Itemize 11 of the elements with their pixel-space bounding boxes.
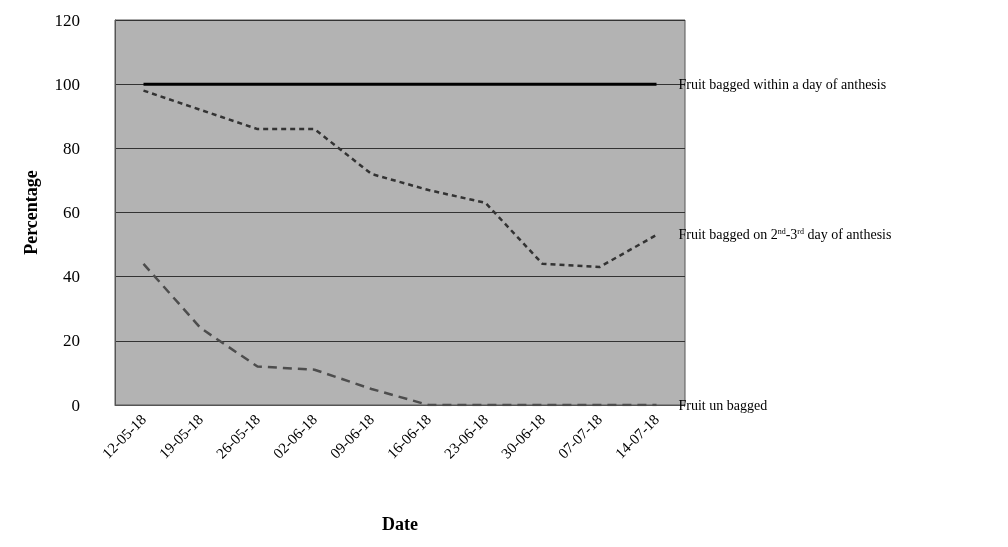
y-tick-label: 0: [71, 395, 80, 415]
y-tick-label: 20: [63, 331, 80, 351]
series-label: Fruit un bagged: [678, 397, 768, 413]
y-tick-label: 80: [63, 138, 80, 158]
y-tick-label: 100: [54, 74, 80, 94]
y-axis-title: Percentage: [21, 170, 41, 255]
y-tick-label: 40: [63, 267, 80, 287]
series-label: Fruit bagged within a day of anthesis: [678, 76, 887, 92]
y-tick-label: 120: [54, 10, 80, 30]
x-axis-title: Date: [382, 514, 418, 534]
y-tick-label: 60: [63, 203, 80, 222]
